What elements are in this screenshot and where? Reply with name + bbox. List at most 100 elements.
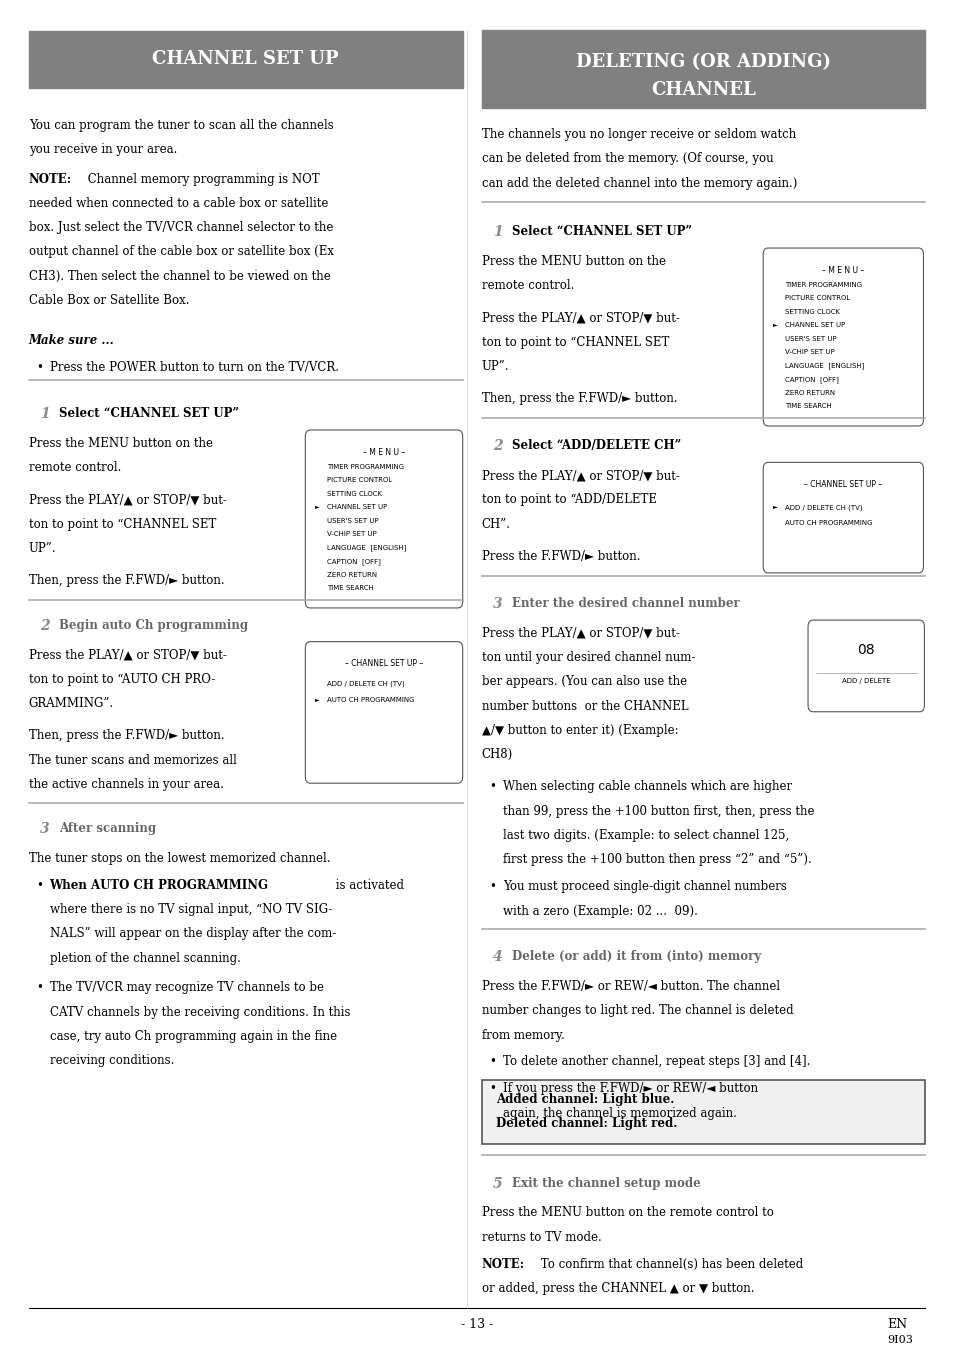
Text: last two digits. (Example: to select channel 125,: last two digits. (Example: to select cha… [502, 829, 788, 842]
Text: DELETING (OR ADDING): DELETING (OR ADDING) [576, 53, 830, 71]
Text: TIMER PROGRAMMING: TIMER PROGRAMMING [327, 464, 404, 469]
Text: Cable Box or Satellite Box.: Cable Box or Satellite Box. [29, 294, 189, 307]
FancyBboxPatch shape [762, 462, 923, 573]
Text: SETTING CLOCK: SETTING CLOCK [784, 309, 840, 314]
Text: remote control.: remote control. [481, 279, 574, 293]
Text: TIMER PROGRAMMING: TIMER PROGRAMMING [784, 282, 862, 287]
Text: – M E N U –: – M E N U – [362, 448, 405, 457]
Text: NOTE:: NOTE: [29, 173, 71, 186]
Text: Press the MENU button on the remote control to: Press the MENU button on the remote cont… [481, 1206, 773, 1220]
Text: CAPTION  [OFF]: CAPTION [OFF] [327, 558, 380, 565]
Text: ADD / DELETE: ADD / DELETE [841, 678, 889, 683]
Text: 9I03: 9I03 [886, 1335, 912, 1344]
Text: When AUTO CH PROGRAMMING: When AUTO CH PROGRAMMING [50, 879, 269, 892]
Text: number changes to light red. The channel is deleted: number changes to light red. The channel… [481, 1004, 793, 1018]
Text: ton to point to “ADD/DELETE: ton to point to “ADD/DELETE [481, 493, 656, 507]
Text: ▲/▼ button to enter it) (Example:: ▲/▼ button to enter it) (Example: [481, 724, 678, 737]
Text: V-CHIP SET UP: V-CHIP SET UP [784, 349, 834, 355]
Text: TIME SEARCH: TIME SEARCH [784, 403, 831, 408]
Text: first press the +100 button then press “2” and “5”).: first press the +100 button then press “… [502, 853, 811, 867]
Text: GRAMMING”.: GRAMMING”. [29, 697, 113, 710]
Text: ton to point to “CHANNEL SET: ton to point to “CHANNEL SET [29, 518, 215, 531]
Text: EN: EN [886, 1318, 906, 1332]
Text: The tuner scans and memorizes all: The tuner scans and memorizes all [29, 754, 236, 767]
Text: 1: 1 [493, 225, 502, 239]
Text: •: • [36, 981, 43, 995]
Text: ton to point to “AUTO CH PRO-: ton to point to “AUTO CH PRO- [29, 673, 214, 686]
Text: •: • [489, 1082, 496, 1096]
Text: Press the PLAY/▲ or STOP/▼ but-: Press the PLAY/▲ or STOP/▼ but- [481, 469, 679, 483]
Text: You can program the tuner to scan all the channels: You can program the tuner to scan all th… [29, 119, 333, 132]
Text: ►: ► [314, 697, 319, 702]
Bar [481, 1080, 924, 1144]
FancyBboxPatch shape [305, 642, 462, 783]
Text: AUTO CH PROGRAMMING: AUTO CH PROGRAMMING [327, 697, 415, 702]
Text: 3: 3 [40, 822, 50, 836]
Text: from memory.: from memory. [481, 1029, 564, 1042]
Text: UP”.: UP”. [481, 360, 509, 373]
Text: Select “ADD/DELETE CH”: Select “ADD/DELETE CH” [512, 439, 681, 453]
Text: 4: 4 [493, 950, 502, 964]
Text: UP”.: UP”. [29, 542, 56, 555]
Text: When selecting cable channels which are higher: When selecting cable channels which are … [502, 780, 791, 794]
Text: Make sure ...: Make sure ... [29, 334, 114, 348]
Text: Press the PLAY/▲ or STOP/▼ but-: Press the PLAY/▲ or STOP/▼ but- [29, 493, 226, 507]
Text: AUTO CH PROGRAMMING: AUTO CH PROGRAMMING [784, 520, 872, 526]
Text: case, try auto Ch programming again in the fine: case, try auto Ch programming again in t… [50, 1030, 336, 1043]
Text: Then, press the F.FWD/► button.: Then, press the F.FWD/► button. [481, 392, 677, 406]
Text: PICTURE CONTROL: PICTURE CONTROL [327, 477, 392, 483]
Text: is activated: is activated [332, 879, 404, 892]
Text: ►: ► [772, 504, 777, 510]
Text: 1: 1 [40, 407, 50, 421]
Text: Then, press the F.FWD/► button.: Then, press the F.FWD/► button. [29, 729, 224, 743]
Text: NOTE:: NOTE: [481, 1258, 524, 1271]
Text: •: • [489, 880, 496, 894]
Text: CATV channels by the receiving conditions. In this: CATV channels by the receiving condition… [50, 1006, 350, 1019]
Text: SETTING CLOCK: SETTING CLOCK [327, 491, 382, 496]
Text: The tuner stops on the lowest memorized channel.: The tuner stops on the lowest memorized … [29, 852, 330, 865]
Bar [29, 31, 462, 88]
Text: CH3). Then select the channel to be viewed on the: CH3). Then select the channel to be view… [29, 270, 330, 283]
Text: •: • [489, 1055, 496, 1069]
Text: •: • [36, 361, 43, 375]
Text: ber appears. (You can also use the: ber appears. (You can also use the [481, 675, 686, 689]
Text: Select “CHANNEL SET UP”: Select “CHANNEL SET UP” [59, 407, 239, 421]
Text: ton to point to “CHANNEL SET: ton to point to “CHANNEL SET [481, 336, 668, 349]
Text: than 99, press the +100 button first, then, press the: than 99, press the +100 button first, th… [502, 805, 814, 818]
Text: with a zero (Example: 02 ...  09).: with a zero (Example: 02 ... 09). [502, 905, 697, 918]
Text: The channels you no longer receive or seldom watch: The channels you no longer receive or se… [481, 128, 795, 142]
Text: – M E N U –: – M E N U – [821, 266, 863, 275]
Text: CHANNEL SET UP: CHANNEL SET UP [784, 322, 844, 328]
Text: Press the PLAY/▲ or STOP/▼ but-: Press the PLAY/▲ or STOP/▼ but- [481, 627, 679, 640]
Text: •: • [36, 879, 43, 892]
Text: ton until your desired channel num-: ton until your desired channel num- [481, 651, 695, 665]
Text: Channel memory programming is NOT: Channel memory programming is NOT [84, 173, 319, 186]
Text: again, the channel is memorized again.: again, the channel is memorized again. [502, 1107, 736, 1120]
Text: output channel of the cable box or satellite box (Ex: output channel of the cable box or satel… [29, 245, 334, 259]
Text: 5: 5 [493, 1177, 502, 1190]
FancyBboxPatch shape [807, 620, 923, 712]
Text: Select “CHANNEL SET UP”: Select “CHANNEL SET UP” [512, 225, 692, 239]
Text: Deleted channel: Light red.: Deleted channel: Light red. [496, 1117, 677, 1131]
Text: Added channel: Light blue.: Added channel: Light blue. [496, 1093, 674, 1107]
Text: ►: ► [772, 322, 777, 328]
Text: Press the MENU button on the: Press the MENU button on the [481, 255, 665, 268]
Text: CAPTION  [OFF]: CAPTION [OFF] [784, 376, 838, 383]
Text: PICTURE CONTROL: PICTURE CONTROL [784, 295, 849, 301]
FancyBboxPatch shape [305, 430, 462, 608]
Text: 2: 2 [493, 439, 502, 453]
Text: - 13 -: - 13 - [460, 1318, 493, 1332]
Text: needed when connected to a cable box or satellite: needed when connected to a cable box or … [29, 197, 328, 210]
Text: If you press the F.FWD/► or REW/◄ button: If you press the F.FWD/► or REW/◄ button [502, 1082, 757, 1096]
Text: Then, press the F.FWD/► button.: Then, press the F.FWD/► button. [29, 574, 224, 588]
Text: 2: 2 [40, 619, 50, 632]
Text: can be deleted from the memory. (Of course, you: can be deleted from the memory. (Of cour… [481, 152, 773, 166]
Text: Begin auto Ch programming: Begin auto Ch programming [59, 619, 248, 632]
Text: can add the deleted channel into the memory again.): can add the deleted channel into the mem… [481, 177, 797, 190]
Text: TIME SEARCH: TIME SEARCH [327, 585, 374, 590]
Text: 08: 08 [857, 643, 874, 656]
Text: returns to TV mode.: returns to TV mode. [481, 1231, 601, 1244]
Text: Press the POWER button to turn on the TV/VCR.: Press the POWER button to turn on the TV… [50, 361, 338, 375]
Text: NALS” will appear on the display after the com-: NALS” will appear on the display after t… [50, 927, 335, 941]
Text: You must proceed single-digit channel numbers: You must proceed single-digit channel nu… [502, 880, 786, 894]
